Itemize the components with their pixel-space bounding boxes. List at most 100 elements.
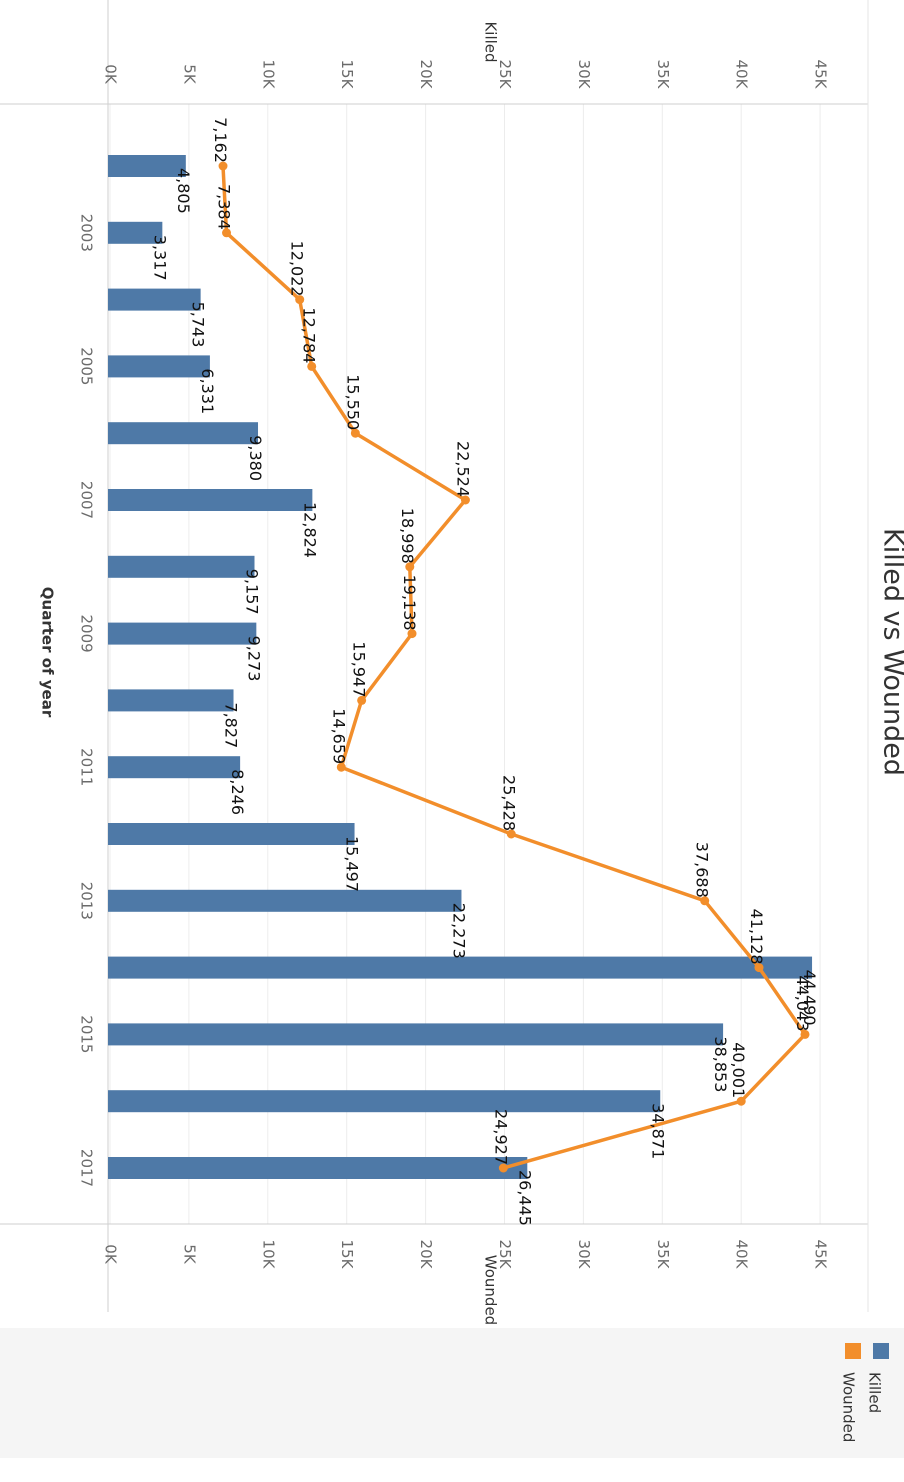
bar-killed: [108, 489, 313, 511]
value-tick-top: 30K: [575, 60, 593, 90]
label-wounded: 24,927: [491, 1109, 510, 1165]
label-wounded: 19,138: [400, 575, 419, 631]
label-killed: 9,157: [242, 569, 261, 615]
top-axis-title: Killed: [482, 21, 500, 62]
label-killed: 9,273: [244, 636, 263, 682]
bar-killed: [108, 956, 813, 979]
value-tick-top: 10K: [259, 60, 277, 90]
value-tick-bottom: 15K: [338, 1240, 356, 1270]
point-wounded: [407, 629, 417, 639]
axes: 0K 0K 5K 5K 10K 10K 15K 15K 20K 20K 25K 25K 30K 30K 35…: [39, 21, 904, 1325]
label-killed: 8,246: [228, 769, 247, 815]
value-tick-bottom: 30K: [575, 1240, 593, 1270]
label-killed: 6,331: [198, 368, 217, 414]
category-tick: 2013: [78, 882, 96, 920]
label-killed: 7,827: [222, 702, 241, 748]
category-axis-title: Quarter of year: [39, 587, 57, 718]
label-wounded: 15,550: [343, 374, 362, 430]
legend-swatch-killed: [873, 1343, 889, 1359]
legend-swatch-wounded: [845, 1343, 861, 1359]
bar-killed: [108, 622, 257, 645]
label-killed: 3,317: [150, 235, 169, 281]
label-killed: 38,853: [711, 1036, 730, 1092]
point-wounded: [218, 161, 228, 171]
point-wounded: [357, 695, 367, 705]
label-killed: 15,497: [343, 836, 362, 892]
point-wounded: [350, 428, 360, 438]
label-killed: 34,871: [648, 1103, 667, 1159]
point-wounded: [222, 228, 232, 238]
point-wounded: [336, 762, 346, 772]
value-tick-top: 25K: [496, 60, 514, 90]
label-wounded: 7,162: [211, 117, 230, 163]
value-tick-top: 40K: [733, 60, 751, 90]
label-wounded: 22,524: [453, 441, 472, 497]
bar-killed: [108, 889, 462, 912]
label-wounded: 14,659: [329, 708, 348, 764]
point-wounded: [307, 361, 317, 371]
category-tick: 2017: [78, 1149, 96, 1187]
label-wounded: 44,043: [793, 975, 812, 1031]
point-wounded: [800, 1029, 810, 1039]
value-tick-bottom: 5K: [180, 1244, 198, 1265]
point-wounded: [700, 896, 710, 906]
data-labels: 4,805 3,317 5,743 6,331 9,380 12,824 9,157 9,27…: [150, 117, 819, 1226]
value-tick-top: 45K: [812, 60, 830, 90]
label-wounded: 37,688: [693, 842, 712, 898]
killed-bars: [108, 155, 813, 1179]
point-wounded: [498, 1163, 508, 1173]
point-wounded: [736, 1096, 746, 1106]
bar-killed: [108, 221, 163, 244]
label-killed: 9,380: [246, 435, 265, 481]
value-tick-bottom: 45K: [812, 1240, 830, 1270]
bar-killed: [108, 1023, 724, 1046]
value-tick-bottom: 25K: [496, 1240, 514, 1270]
value-tick-top: 35K: [654, 60, 672, 90]
label-killed: 4,805: [174, 168, 193, 214]
label-wounded: 12,022: [288, 241, 307, 297]
point-wounded: [506, 829, 516, 839]
value-tick-bottom: 40K: [733, 1240, 751, 1270]
bar-killed: [108, 756, 241, 779]
line-wounded: [221, 165, 807, 1170]
label-wounded: 25,428: [499, 775, 518, 831]
label-wounded: 15,947: [350, 641, 369, 697]
value-tick-top: 20K: [417, 60, 435, 90]
point-wounded: [754, 963, 764, 973]
legend: Killed Wounded: [840, 1343, 889, 1442]
wounded-line: [218, 161, 810, 1173]
category-tick: 2011: [78, 748, 96, 786]
bottom-axis-title: Wounded: [482, 1255, 500, 1325]
value-tick-bottom: 20K: [417, 1240, 435, 1270]
point-wounded: [295, 295, 305, 305]
legend-label-killed: Killed: [866, 1372, 884, 1413]
value-tick-bottom: 35K: [654, 1240, 672, 1270]
bar-killed: [108, 555, 255, 578]
label-wounded: 40,001: [729, 1042, 748, 1098]
label-killed: 22,273: [449, 903, 468, 959]
bar-killed: [108, 689, 234, 712]
axis-frame: [0, 0, 869, 1312]
point-wounded: [460, 495, 470, 505]
category-tick: 2015: [78, 1015, 96, 1053]
bar-killed: [108, 1157, 528, 1179]
value-tick-top: 0K: [102, 64, 120, 85]
label-wounded: 41,128: [747, 909, 766, 965]
label-killed: 26,445: [515, 1170, 534, 1226]
category-tick: 2007: [78, 481, 96, 519]
bar-killed: [108, 288, 201, 311]
value-tick-top: 5K: [180, 64, 198, 85]
bar-killed: [108, 823, 355, 845]
label-wounded: 12,784: [300, 307, 319, 363]
chart-title: Killed vs Wounded: [878, 528, 904, 776]
label-wounded: 7,384: [215, 184, 234, 230]
legend-panel: [0, 1328, 904, 1458]
point-wounded: [405, 562, 415, 572]
value-tick-bottom: 10K: [259, 1240, 277, 1270]
label-wounded: 18,998: [398, 508, 417, 564]
bar-killed: [108, 155, 186, 177]
legend-label-wounded: Wounded: [840, 1372, 858, 1442]
label-killed: 5,743: [189, 302, 208, 348]
bar-killed: [108, 422, 259, 445]
